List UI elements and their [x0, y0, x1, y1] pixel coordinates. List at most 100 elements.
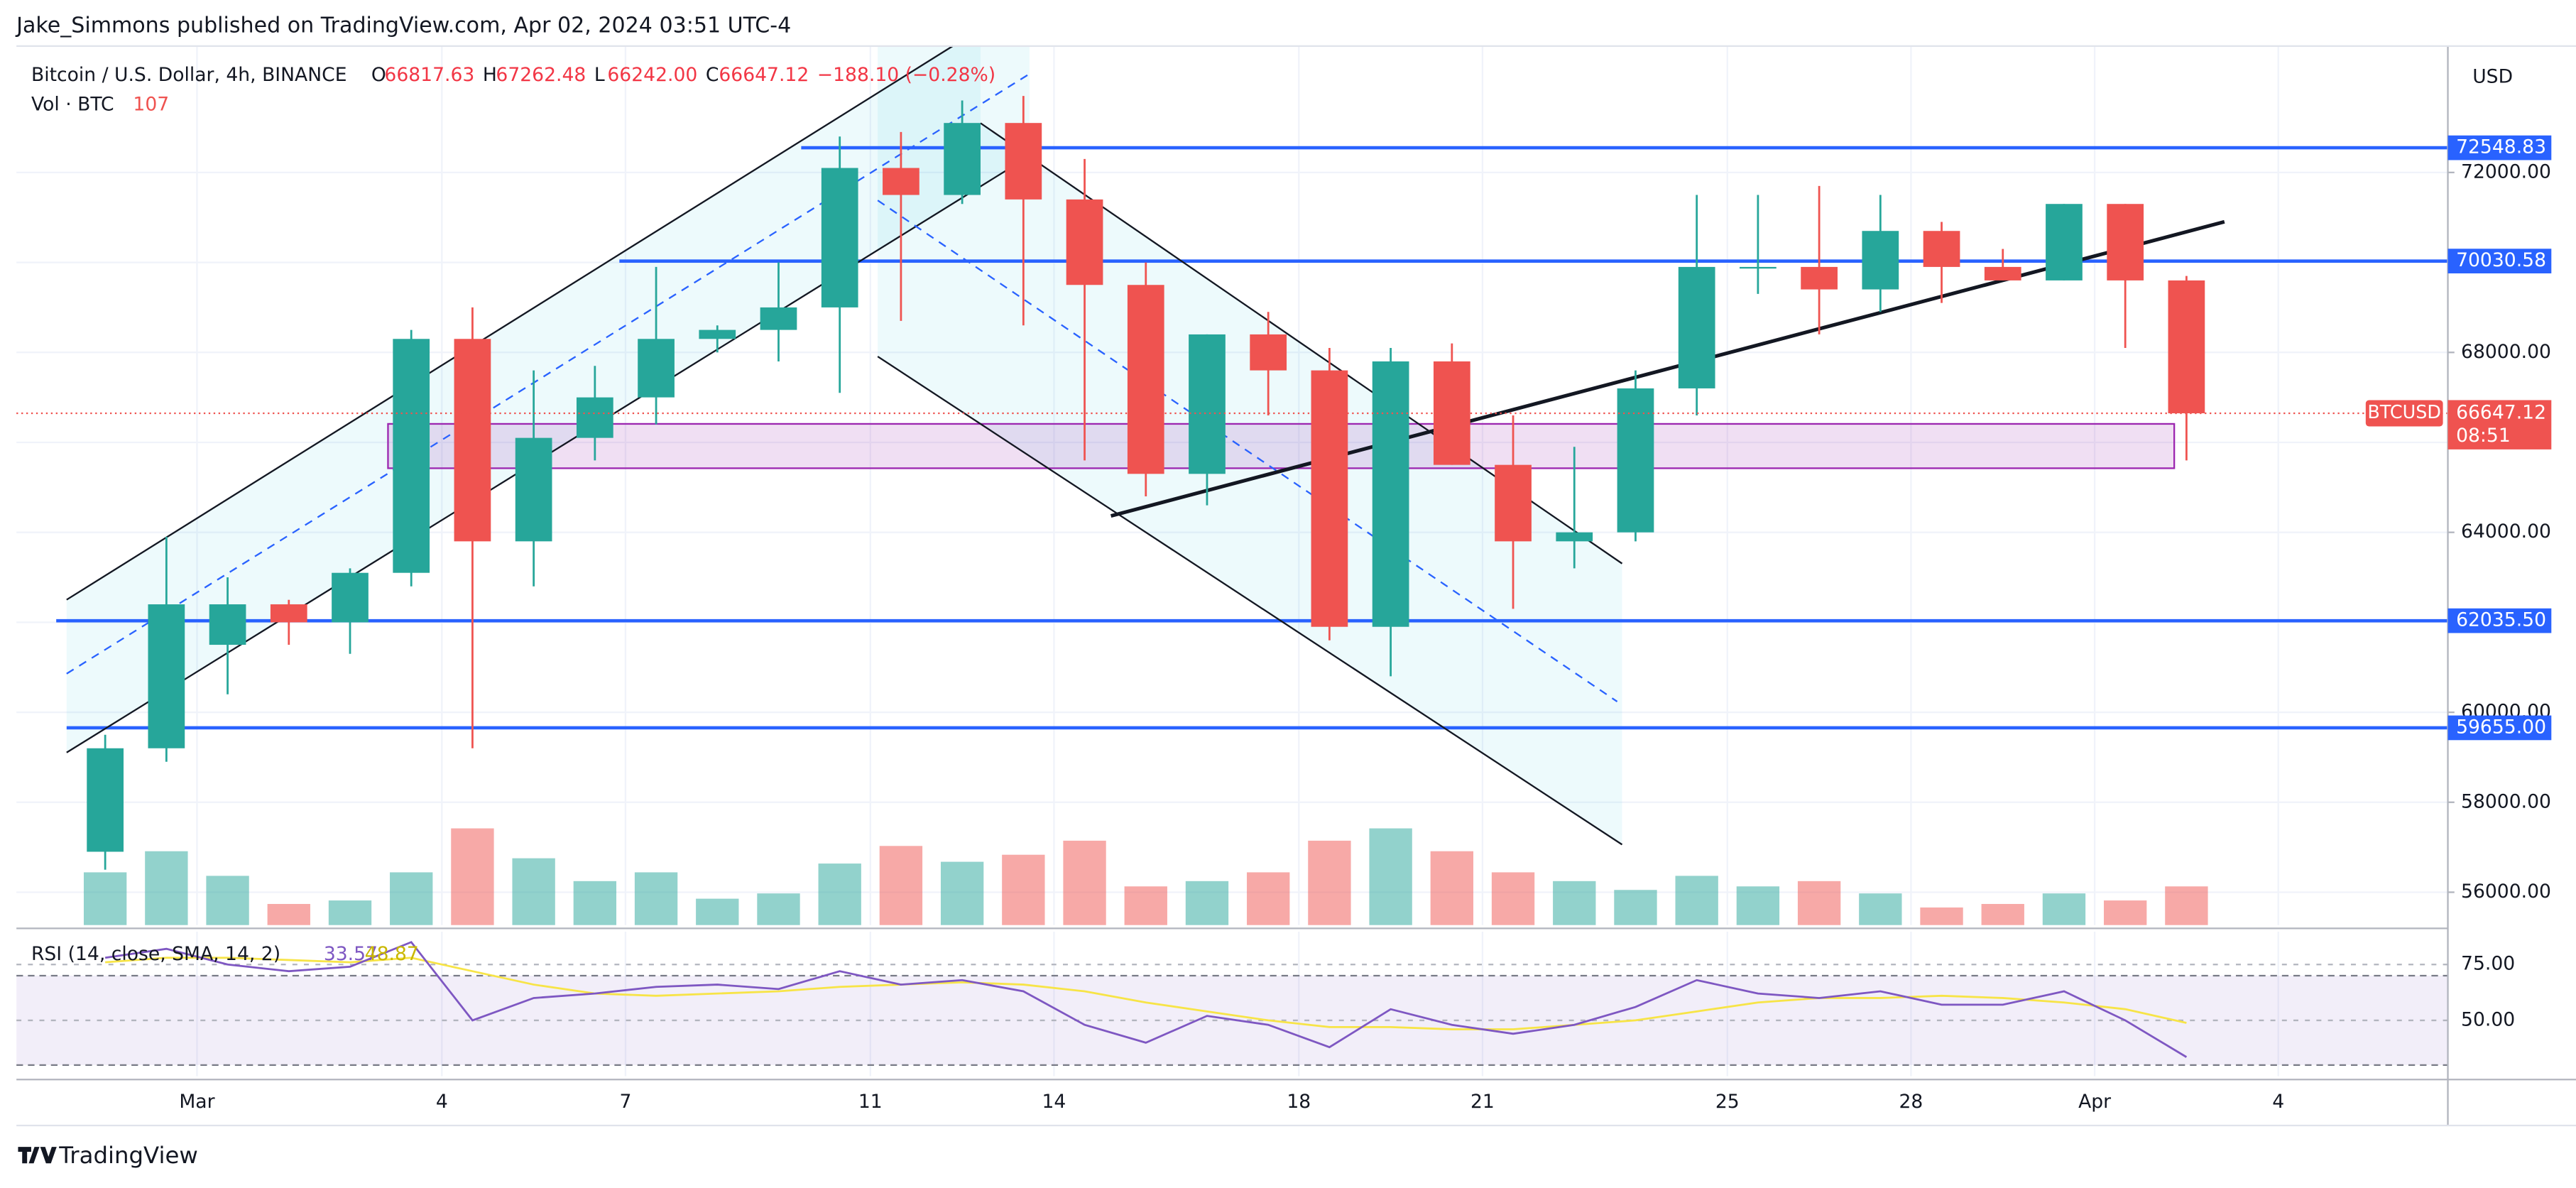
legend-value: 66647.12: [719, 64, 809, 86]
rsi-sma-last: 48.87: [365, 943, 419, 965]
x-tick-label: 25: [1715, 1091, 1740, 1113]
candle-body: [209, 604, 246, 645]
candle-body: [1311, 370, 1348, 627]
rsi-line: [105, 957, 2187, 1030]
volume-bar: [390, 872, 433, 925]
candle-body: [760, 307, 797, 330]
volume-bar: [1553, 881, 1596, 925]
level-label-box: [2447, 608, 2552, 633]
x-tick-label: Apr: [2078, 1091, 2111, 1113]
rsi-last: 33.57: [324, 943, 378, 965]
x-tick-label: 4: [2272, 1091, 2284, 1113]
candle-body: [944, 123, 981, 195]
volume-bar: [2104, 900, 2147, 925]
volume-bar: [2165, 886, 2208, 925]
candle-body: [1984, 266, 2021, 280]
candle-body: [1005, 123, 1042, 200]
volume-bar: [1736, 886, 1780, 925]
last-price-box: [2447, 400, 2552, 449]
candle-body: [1066, 199, 1103, 285]
volume-bar: [634, 872, 678, 925]
legend-key: H: [483, 64, 497, 86]
rsi-line: [104, 941, 2188, 1058]
volume-bar: [1920, 907, 1963, 925]
level-label: 59655.00: [2456, 716, 2546, 738]
candle-body: [576, 397, 613, 438]
footer: TradingView: [58, 1142, 198, 1169]
channel-shade: [878, 45, 1622, 845]
rsi-tick-label: 50.00: [2461, 1008, 2515, 1030]
volume-bar: [1002, 854, 1045, 925]
trend-line: [1110, 219, 2225, 518]
volume-bar: [1859, 893, 1902, 925]
rsi-tick-label: 75.00: [2461, 953, 2515, 975]
candle-body: [2168, 280, 2205, 413]
rsi-pane: [16, 941, 2448, 1067]
volume-bar: [512, 858, 555, 925]
volume-bar: [757, 893, 800, 925]
volume-title: Vol · BTC: [31, 94, 114, 116]
level-label: 70030.58: [2456, 249, 2546, 271]
price-axis: [2447, 45, 2576, 1126]
candle-body: [1740, 266, 1777, 269]
volume-bar: [451, 828, 494, 925]
last-price-label: 66647.12: [2456, 401, 2546, 423]
x-tick-label: Mar: [179, 1091, 214, 1113]
level-label-box: [2447, 135, 2552, 160]
legend-key: L: [594, 64, 605, 86]
candle-body: [1801, 266, 1838, 290]
x-tick-label: 11: [858, 1091, 883, 1113]
volume-bar: [1614, 890, 1657, 925]
candle-body: [1250, 334, 1287, 371]
candle-body: [883, 168, 919, 195]
legend: Bitcoin / U.S. Dollar, 4h, BINANCE Vol ·…: [31, 64, 2513, 965]
volume-bar: [1981, 904, 2024, 925]
x-tick-label: 7: [619, 1091, 631, 1113]
candle-body: [699, 329, 736, 339]
legend-value: 66817.63: [384, 64, 474, 86]
candle-body: [638, 339, 675, 398]
candle-body: [515, 437, 552, 542]
candle-body: [393, 339, 430, 573]
volume-bar: [1675, 876, 1718, 925]
footer-logo: TradingView: [18, 1142, 198, 1169]
rsi-title: RSI (14, close, SMA, 14, 2): [31, 943, 280, 965]
header: Jake_Simmons published on TradingView.co…: [15, 13, 791, 38]
countdown: 08:51: [2456, 425, 2511, 447]
symbol-label: BTCUSD: [2367, 402, 2441, 423]
candle-body: [1495, 464, 1532, 542]
symbol-title: Bitcoin / U.S. Dollar, 4h, BINANCE: [31, 64, 347, 86]
y-tick-label: 56000.00: [2461, 881, 2551, 903]
trend-line: [877, 356, 1623, 846]
volume-bar: [206, 876, 249, 925]
volume-bar: [145, 851, 188, 925]
x-tick-label: 18: [1287, 1091, 1311, 1113]
volume-bar: [1247, 872, 1290, 925]
currency: USD: [2472, 65, 2513, 87]
candle-body: [270, 604, 307, 623]
candle-body: [1617, 388, 1654, 533]
candle-body: [2046, 204, 2083, 280]
legend-value: 66242.00: [607, 64, 697, 86]
volume-bar: [83, 872, 127, 925]
volume-bar: [267, 904, 310, 925]
level-label: 72548.83: [2456, 136, 2546, 158]
volume-bar: [1063, 840, 1106, 925]
trend-line: [66, 45, 954, 601]
volume-bar: [2042, 893, 2086, 925]
volume-bar: [328, 900, 372, 925]
volume-bar: [1124, 886, 1167, 925]
volume-bar: [1797, 881, 1841, 925]
legend-key: O: [371, 64, 386, 86]
volume-bar: [1185, 881, 1229, 925]
volume-bar: [1369, 828, 1412, 925]
candle-body: [1678, 266, 1715, 388]
level-label: 62035.50: [2456, 609, 2546, 631]
volume-bar: [1430, 851, 1474, 925]
volume-bar: [696, 898, 739, 925]
volume-bar: [1308, 840, 1351, 925]
level-label-box: [2447, 249, 2552, 273]
candle-body: [2107, 204, 2144, 280]
y-tick-label: 58000.00: [2461, 790, 2551, 812]
